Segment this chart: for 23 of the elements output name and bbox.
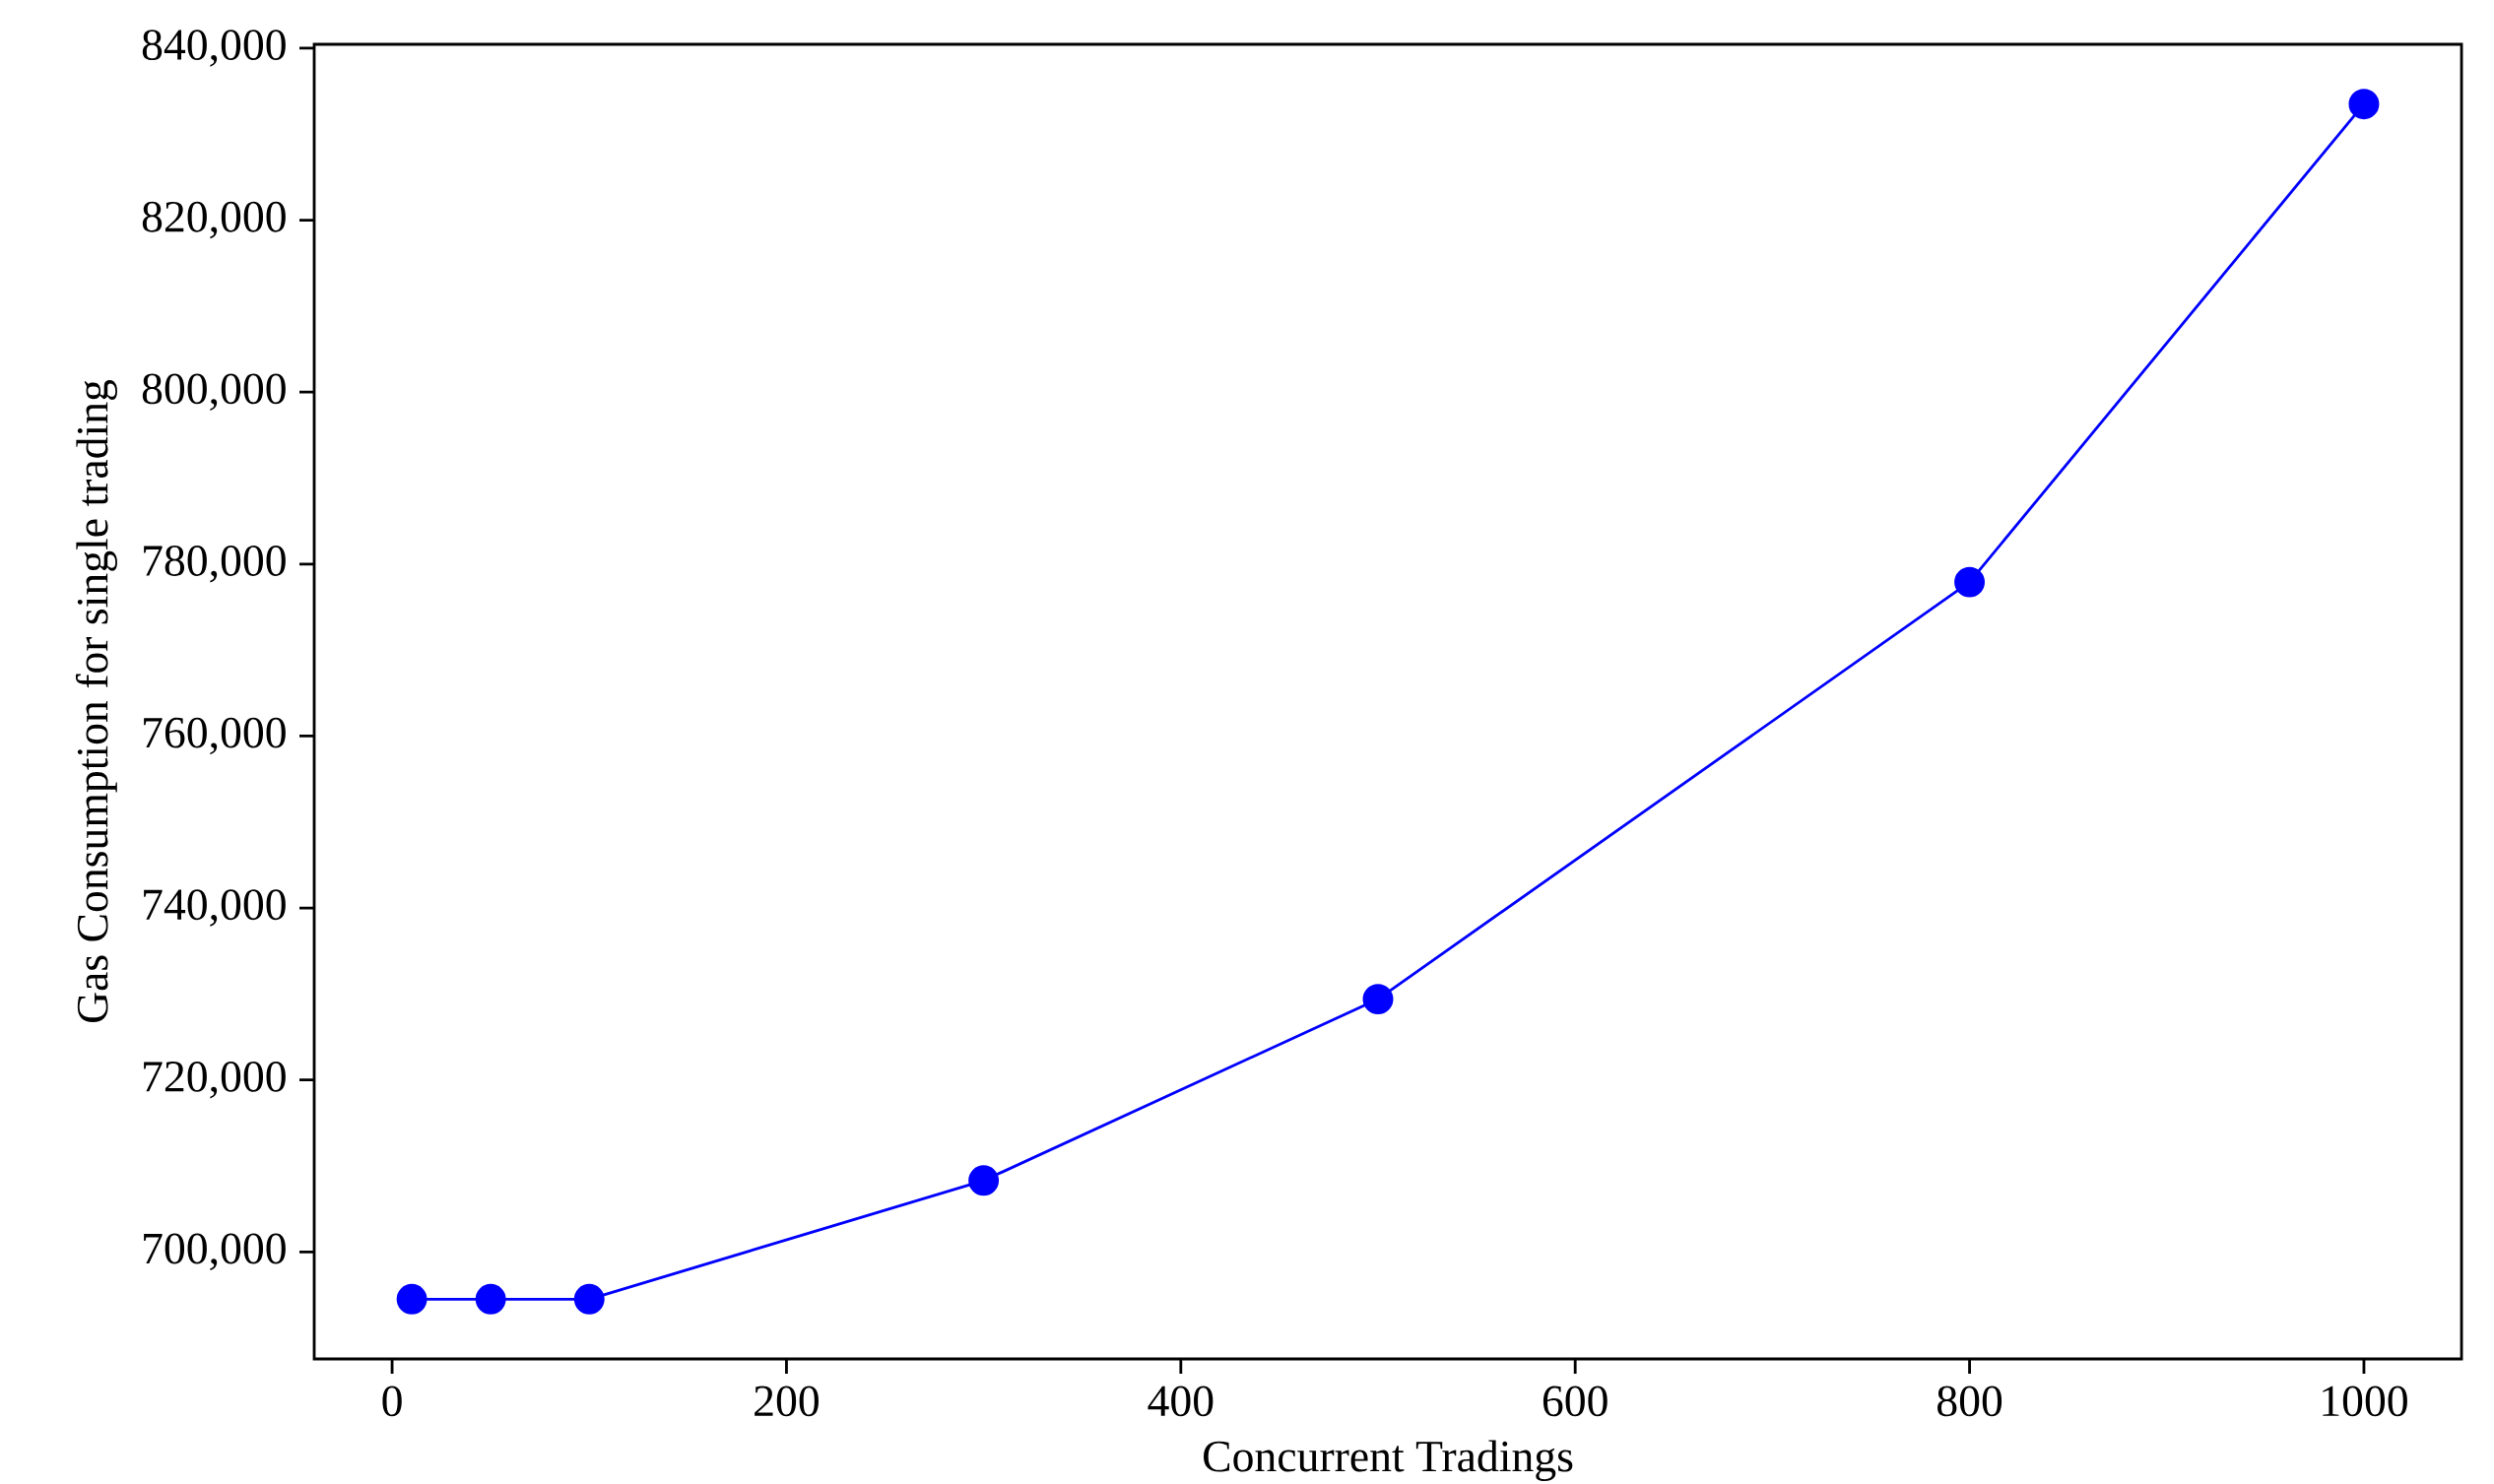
point (396, 1283, 427, 1315)
y-tick-label: 840,000 (142, 30, 286, 67)
y-tick-label: 760,000 (144, 717, 286, 755)
x-axis-title: Concurrent Tradings (1204, 1440, 1573, 1481)
y-tick-label: 780,000 (144, 546, 286, 583)
x-tick-label: 0 (382, 1386, 402, 1417)
point (573, 1283, 605, 1315)
point (2348, 89, 2380, 120)
x-tick-label: 200 (755, 1386, 819, 1417)
y-tick-label: 700,000 (144, 1233, 286, 1271)
x-tick-label: 1000 (2323, 1386, 2407, 1417)
point (968, 1165, 1000, 1196)
y-axis-title: Gas Consumption for single trading (75, 379, 117, 1023)
x-tick-label: 800 (1937, 1386, 2002, 1417)
point (1954, 566, 1986, 598)
y-tick-label: 800,000 (142, 373, 286, 411)
y-tick-label: 720,000 (144, 1061, 286, 1099)
y-tick-label: 740,000 (144, 889, 286, 927)
x-tick-label: 600 (1542, 1386, 1608, 1417)
y-tick-label: 820,000 (142, 201, 286, 239)
point (1362, 984, 1394, 1015)
point (475, 1283, 506, 1315)
x-tick-label: 400 (1148, 1386, 1214, 1417)
